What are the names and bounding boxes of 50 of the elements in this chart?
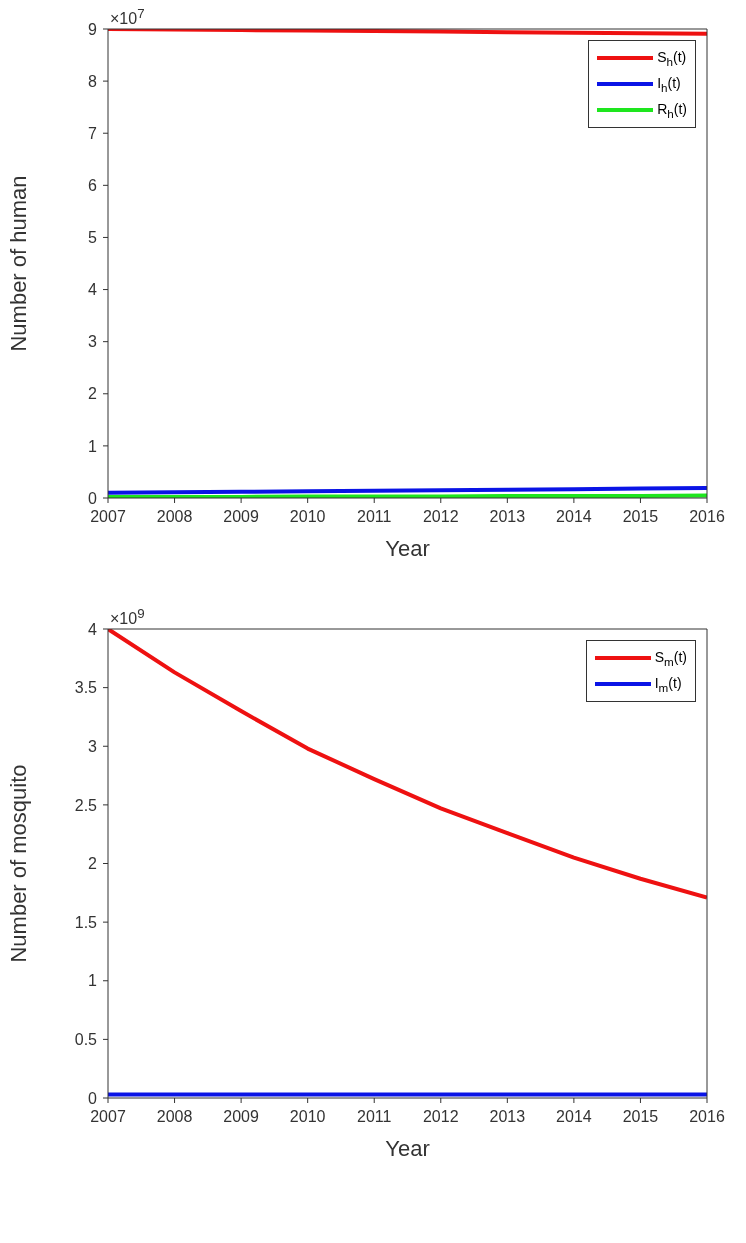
y-tick-label: 2.5 [74, 796, 98, 814]
x-axis-title: Year [385, 536, 430, 561]
legend-label: I$_{m}$(t) [654, 674, 682, 694]
y-tick-label: 3 [88, 333, 98, 351]
x-tick-label: 2009 [223, 1108, 260, 1126]
legend-label: I$_{h}$(t) [657, 74, 681, 94]
x-tick-label: 2012 [422, 508, 459, 526]
x-tick-label: 2016 [689, 508, 725, 526]
x-tick-label: 2014 [556, 1108, 592, 1126]
x-tick-label: 2010 [289, 508, 326, 526]
y-axis-title: Number of mosquito [5, 764, 31, 963]
legend-label: R$_{h}$(t) [657, 100, 687, 120]
y-tick-label: 7 [88, 124, 98, 142]
y-tick-label: 6 [88, 177, 98, 195]
legend-label: S$_{h}$(t) [657, 48, 687, 68]
x-tick-label: 2009 [223, 508, 260, 526]
x-axis-title: Year [385, 1136, 430, 1161]
x-tick-label: 2015 [622, 508, 659, 526]
y-tick-label: 5 [88, 229, 98, 247]
x-tick-label: 2011 [357, 1108, 392, 1126]
y-tick-label: 9 [88, 20, 98, 38]
legend-label: S$_{m}$(t) [654, 648, 687, 668]
x-tick-label: 2013 [489, 1108, 526, 1126]
y-tick-label: 2 [88, 855, 98, 873]
y-tick-label: 1 [88, 437, 98, 455]
y-tick-label: 1.5 [74, 913, 98, 931]
y-tick-label: 3.5 [74, 679, 98, 697]
y-tick-label: 0 [88, 1089, 98, 1107]
x-tick-label: 2007 [90, 1108, 126, 1126]
y-tick-label: 4 [88, 620, 98, 638]
y-axis-title: Number of human [5, 175, 31, 352]
y-tick-label: 4 [88, 281, 98, 299]
x-tick-label: 2011 [357, 508, 392, 526]
x-tick-label: 2010 [289, 1108, 326, 1126]
x-tick-label: 2016 [689, 1108, 725, 1126]
y-tick-label: 1 [88, 972, 98, 990]
x-tick-label: 2013 [489, 508, 526, 526]
y-tick-label: 8 [88, 72, 98, 90]
x-tick-label: 2014 [556, 508, 592, 526]
x-tick-label: 2015 [622, 1108, 659, 1126]
y-tick-label: 0 [88, 489, 98, 507]
x-tick-label: 2008 [156, 508, 193, 526]
x-tick-label: 2007 [90, 508, 126, 526]
y-tick-label: 2 [88, 385, 98, 403]
y-tick-label: 0.5 [74, 1031, 98, 1049]
x-tick-label: 2008 [156, 1108, 193, 1126]
text: ×10$^{7}$ [110, 6, 145, 29]
x-tick-label: 2012 [422, 1108, 459, 1126]
y-tick-label: 3 [88, 737, 98, 755]
text: ×10$^{9}$ [110, 606, 145, 629]
